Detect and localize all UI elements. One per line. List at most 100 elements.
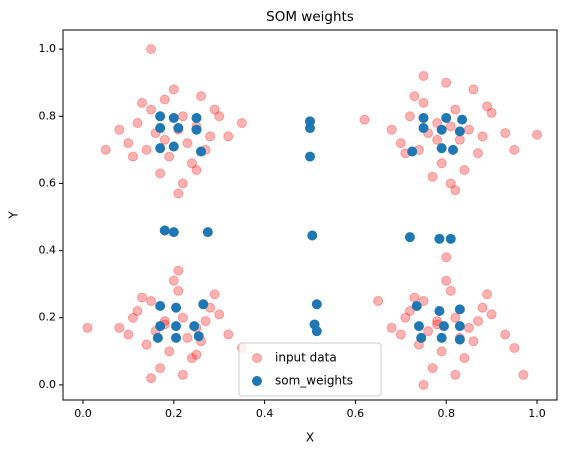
point: [168, 275, 179, 286]
point: [472, 316, 483, 327]
point: [168, 227, 179, 238]
point: [198, 299, 209, 310]
point: [164, 346, 175, 357]
point: [441, 77, 452, 88]
point: [441, 112, 452, 123]
point: [482, 101, 493, 112]
point: [159, 134, 170, 145]
point: [214, 111, 225, 122]
point: [159, 94, 170, 105]
point: [436, 143, 447, 154]
point: [173, 265, 184, 276]
point: [454, 134, 465, 145]
point: [477, 302, 488, 313]
point: [100, 144, 111, 155]
point: [468, 84, 479, 95]
point: [177, 111, 188, 122]
point: [127, 151, 138, 162]
point: [209, 104, 220, 115]
point: [404, 111, 415, 122]
point: [459, 353, 470, 364]
point: [114, 322, 125, 333]
point: [191, 124, 202, 135]
point: [432, 134, 443, 145]
point: [307, 230, 318, 241]
point: [409, 91, 420, 102]
point: [454, 334, 465, 345]
point: [191, 165, 202, 176]
point: [191, 349, 202, 360]
point: [509, 144, 520, 155]
point: [441, 252, 452, 263]
point: [155, 143, 166, 154]
point: [459, 165, 470, 176]
point: [171, 302, 182, 313]
point: [171, 332, 182, 343]
y-tick-label: 0.0: [39, 378, 57, 391]
point: [155, 111, 166, 122]
point: [450, 312, 461, 323]
point: [486, 107, 497, 118]
point: [132, 118, 143, 129]
point: [209, 289, 220, 300]
point: [146, 373, 157, 384]
point: [189, 321, 200, 332]
point: [448, 144, 459, 155]
point: [432, 118, 443, 129]
point: [173, 123, 184, 134]
point: [454, 321, 465, 332]
point: [436, 158, 447, 169]
point: [500, 128, 511, 139]
point: [127, 312, 138, 323]
point: [441, 275, 452, 286]
point: [500, 329, 511, 340]
point: [141, 144, 152, 155]
point: [155, 363, 166, 374]
point: [191, 112, 202, 123]
point: [152, 332, 163, 343]
point: [445, 121, 456, 132]
point: [463, 124, 474, 135]
x-tick-label: 0.8: [437, 407, 455, 420]
point: [450, 104, 461, 115]
point: [223, 131, 234, 142]
point: [155, 300, 166, 311]
point: [395, 329, 406, 340]
point: [146, 295, 157, 306]
plot-frame: [62, 29, 558, 401]
x-tick-label: 0.0: [74, 407, 92, 420]
point: [434, 233, 445, 244]
point: [445, 178, 456, 189]
point: [159, 225, 170, 236]
point: [454, 126, 465, 137]
point: [416, 332, 427, 343]
point: [386, 124, 397, 135]
legend-label: input data: [275, 351, 337, 365]
point: [409, 292, 420, 303]
point: [418, 123, 429, 134]
point: [436, 346, 447, 357]
point: [82, 322, 93, 333]
point: [438, 321, 449, 332]
point: [177, 312, 188, 323]
point: [123, 138, 134, 149]
point: [436, 332, 447, 343]
point: [205, 131, 216, 142]
point: [450, 369, 461, 380]
point: [423, 326, 434, 337]
point: [457, 114, 468, 125]
point: [200, 316, 211, 327]
point: [482, 289, 493, 300]
point: [418, 70, 429, 81]
point: [132, 306, 143, 317]
point: [236, 118, 247, 129]
x-tick-label: 1.0: [528, 407, 546, 420]
x-tick-label: 0.6: [347, 407, 365, 420]
point: [146, 104, 157, 115]
point: [123, 329, 134, 340]
point: [432, 316, 443, 327]
point: [114, 124, 125, 135]
point: [168, 112, 179, 123]
point: [196, 146, 207, 157]
point: [486, 309, 497, 320]
